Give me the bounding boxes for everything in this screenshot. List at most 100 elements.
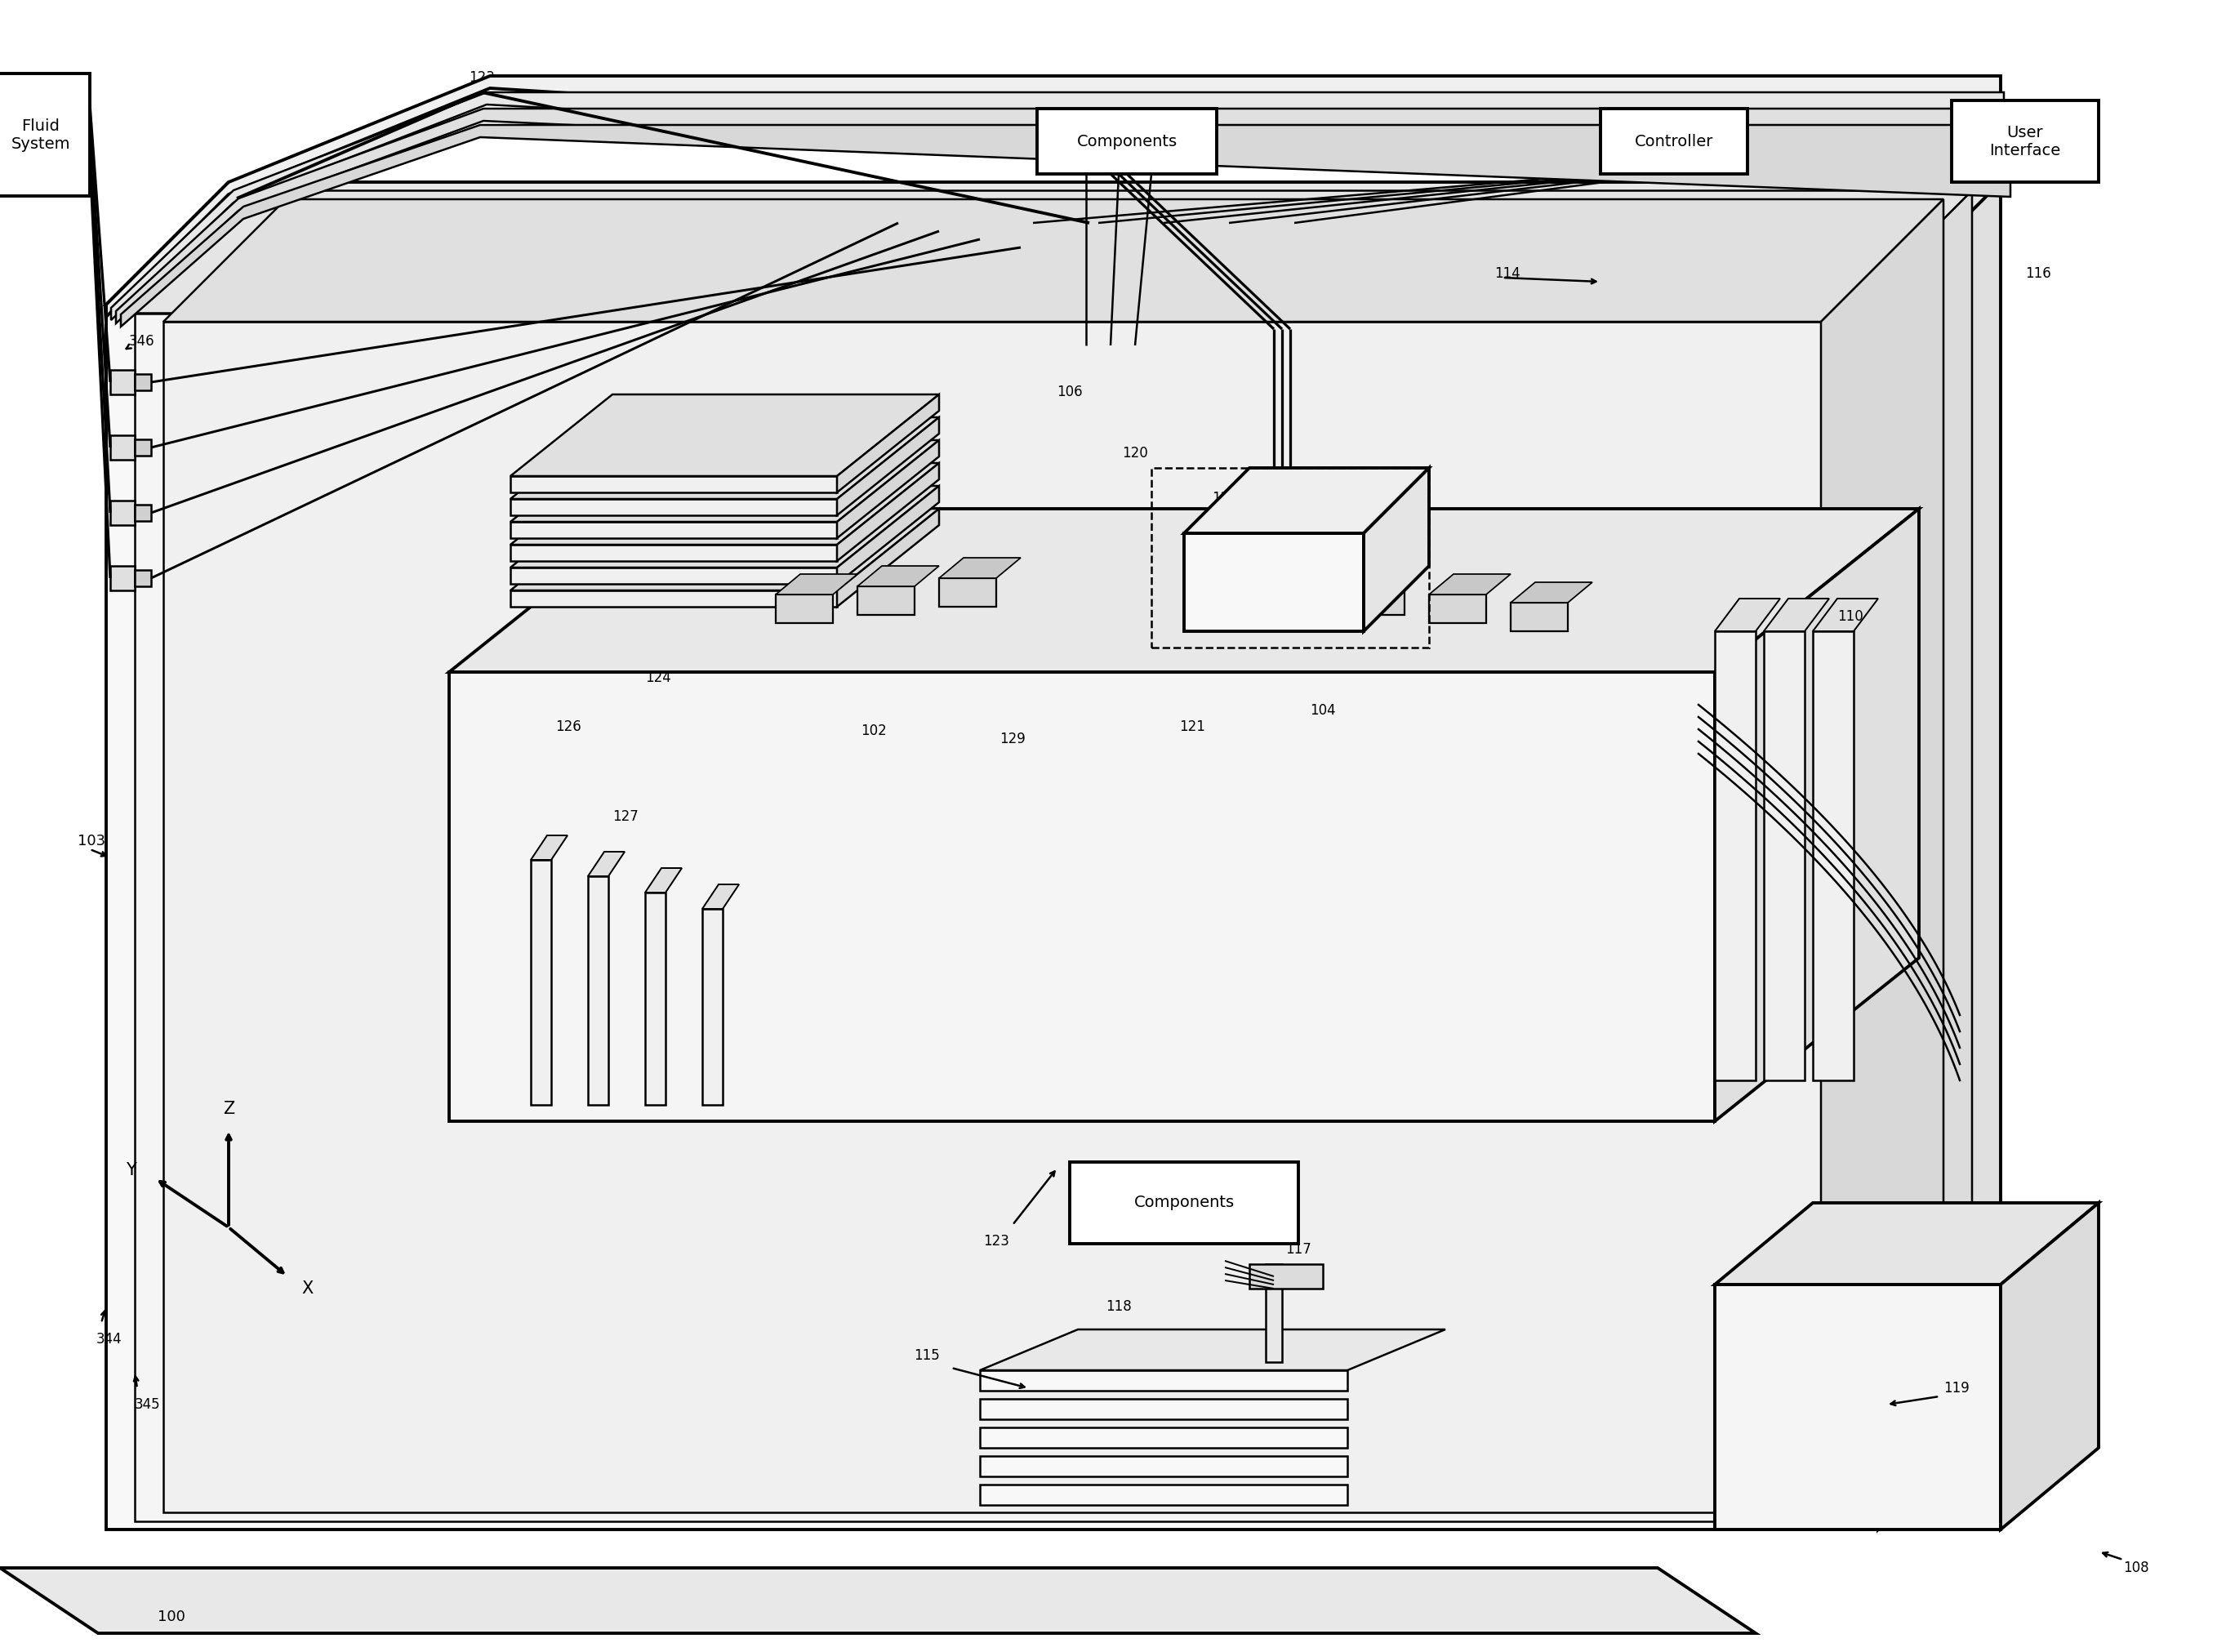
Text: Z: Z [223, 1100, 234, 1117]
Polygon shape [1821, 200, 1943, 1512]
Polygon shape [837, 395, 939, 492]
Polygon shape [1365, 468, 1429, 631]
Polygon shape [979, 1427, 1347, 1447]
Polygon shape [1249, 1264, 1322, 1289]
Bar [136, 570, 151, 586]
Polygon shape [510, 439, 939, 522]
Text: 344: 344 [96, 1332, 122, 1346]
Polygon shape [510, 509, 939, 590]
Bar [701, 909, 723, 1105]
Text: 129: 129 [999, 732, 1026, 747]
Text: Components: Components [1077, 134, 1178, 149]
Polygon shape [837, 439, 939, 539]
Text: 128: 128 [1211, 491, 1238, 506]
Text: 124: 124 [646, 671, 670, 686]
Bar [136, 439, 151, 456]
Polygon shape [1714, 1285, 2001, 1530]
Polygon shape [1812, 631, 1854, 1080]
Polygon shape [1184, 468, 1429, 534]
Polygon shape [837, 486, 939, 583]
Polygon shape [162, 200, 1943, 322]
Text: 106: 106 [1057, 385, 1082, 400]
Polygon shape [1763, 598, 1830, 631]
Text: 114: 114 [1494, 266, 1520, 281]
Polygon shape [1879, 182, 2001, 1530]
Text: 123: 123 [470, 71, 494, 84]
Polygon shape [111, 93, 2003, 320]
Polygon shape [1184, 534, 1365, 631]
Text: 102: 102 [861, 724, 886, 738]
Polygon shape [979, 1399, 1347, 1419]
Polygon shape [510, 499, 837, 515]
Text: 117: 117 [1284, 1242, 1311, 1257]
Polygon shape [1714, 598, 1781, 631]
Polygon shape [1763, 631, 1805, 1080]
Polygon shape [510, 522, 837, 539]
Polygon shape [116, 109, 2008, 324]
Polygon shape [939, 578, 997, 606]
Polygon shape [979, 1370, 1347, 1391]
Polygon shape [1511, 603, 1567, 631]
Polygon shape [510, 545, 837, 562]
Polygon shape [162, 322, 1821, 1512]
Polygon shape [107, 182, 2001, 304]
Polygon shape [1714, 631, 1756, 1080]
Text: 127: 127 [612, 809, 639, 824]
Text: 100: 100 [158, 1609, 185, 1624]
Polygon shape [107, 304, 1879, 1530]
Text: 345: 345 [136, 1398, 160, 1412]
Polygon shape [1347, 586, 1405, 615]
Text: 125: 125 [597, 557, 621, 572]
Polygon shape [1347, 567, 1429, 586]
Polygon shape [450, 672, 1714, 1122]
Bar [1071, 1161, 1298, 1244]
Polygon shape [979, 1455, 1347, 1477]
Text: Fluid
System: Fluid System [11, 117, 71, 152]
Polygon shape [857, 567, 939, 586]
Polygon shape [530, 836, 568, 861]
Text: 119: 119 [1943, 1381, 1970, 1396]
Text: 116: 116 [2026, 266, 2050, 281]
Polygon shape [1429, 575, 1511, 595]
Polygon shape [510, 395, 939, 476]
Polygon shape [1812, 598, 1879, 631]
Text: 121: 121 [1180, 719, 1204, 733]
Bar [1037, 109, 1218, 173]
Polygon shape [510, 568, 837, 583]
Polygon shape [939, 558, 1022, 578]
Bar [111, 434, 136, 459]
Bar [646, 892, 666, 1105]
Polygon shape [510, 476, 837, 492]
Polygon shape [450, 509, 1919, 672]
Polygon shape [775, 595, 833, 623]
Polygon shape [120, 126, 2010, 327]
Text: X: X [303, 1280, 314, 1297]
Bar [136, 504, 151, 520]
Polygon shape [1714, 1203, 2099, 1285]
Polygon shape [837, 509, 939, 606]
Bar [1151, 468, 1429, 648]
Bar [530, 861, 552, 1105]
Bar [1600, 109, 1747, 173]
Polygon shape [979, 1330, 1445, 1370]
Bar [111, 567, 136, 590]
Bar [588, 876, 608, 1105]
Text: Y: Y [125, 1161, 136, 1178]
Text: 123: 123 [877, 430, 904, 444]
Polygon shape [107, 76, 2001, 317]
Bar [136, 373, 151, 390]
Polygon shape [1429, 595, 1487, 623]
Polygon shape [510, 486, 939, 568]
Polygon shape [510, 463, 939, 545]
Polygon shape [837, 418, 939, 515]
Bar [111, 370, 136, 395]
Text: 346: 346 [129, 334, 156, 349]
Polygon shape [510, 418, 939, 499]
Text: 115: 115 [915, 1348, 939, 1363]
Bar [111, 501, 136, 525]
Polygon shape [857, 586, 915, 615]
Polygon shape [136, 314, 1850, 1521]
Polygon shape [775, 575, 857, 595]
Text: 122: 122 [877, 515, 904, 530]
Polygon shape [2001, 1203, 2099, 1530]
